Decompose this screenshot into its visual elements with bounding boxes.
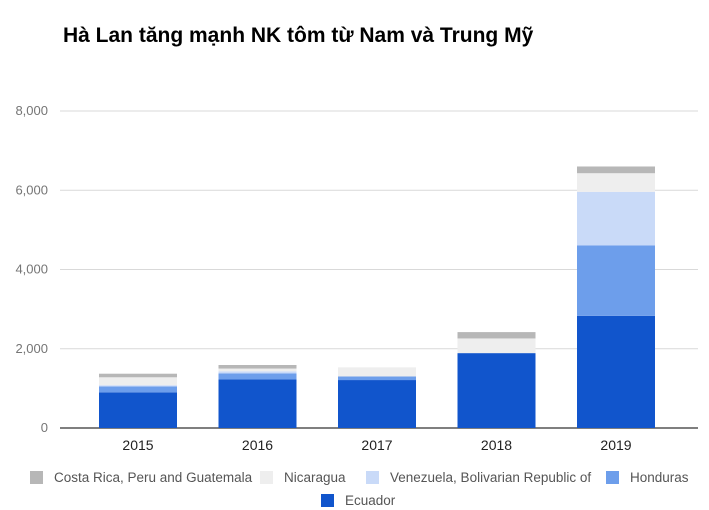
bar-segment-costa-rica-peru-and-guatemala xyxy=(218,364,297,369)
y-tick-label: 4,000 xyxy=(15,262,48,277)
bar-segment-nicaragua xyxy=(218,368,297,372)
legend-label: Ecuador xyxy=(345,493,396,508)
bar-segment-ecuador xyxy=(457,353,536,428)
y-tick-label: 8,000 xyxy=(15,103,48,118)
x-tick-label: 2017 xyxy=(361,437,392,453)
bar-segment-costa-rica-peru-and-guatemala xyxy=(457,332,536,339)
bars xyxy=(99,166,655,428)
y-tick-label: 0 xyxy=(41,420,48,435)
x-axis-ticks: 2015 2016 2017 2018 2019 xyxy=(122,437,631,453)
bar-segment-honduras xyxy=(218,373,297,380)
legend-label: Costa Rica, Peru and Guatemala xyxy=(54,470,253,485)
legend-item-honduras: Honduras xyxy=(606,470,689,485)
legend-swatch xyxy=(260,471,273,484)
bar-segment-ecuador xyxy=(577,315,655,428)
bar-segment-ecuador xyxy=(99,392,177,428)
legend-swatch xyxy=(366,471,379,484)
bar-segment-ecuador xyxy=(218,379,297,428)
bar-segment-costa-rica-peru-and-guatemala xyxy=(99,373,177,378)
bar-segment-honduras xyxy=(338,376,416,381)
legend-label: Honduras xyxy=(630,470,689,485)
bar-segment-nicaragua xyxy=(577,173,655,192)
bar-segment-nicaragua xyxy=(457,338,536,354)
chart-title: Hà Lan tăng mạnh NK tôm từ Nam và Trung … xyxy=(63,24,534,47)
bar-segment-nicaragua xyxy=(338,367,416,377)
bar-segment-ecuador xyxy=(338,380,416,428)
legend-item-costa-rica: Costa Rica, Peru and Guatemala xyxy=(30,470,252,485)
legend-item-venezuela: Venezuela, Bolivarian Republic of xyxy=(366,470,591,485)
bar-segment-costa-rica-peru-and-guatemala xyxy=(577,166,655,174)
bar-segment-honduras xyxy=(99,386,177,393)
y-axis-ticks: 0 2,000 4,000 6,000 8,000 xyxy=(15,103,48,435)
legend-item-ecuador: Ecuador xyxy=(321,493,395,508)
legend-label: Nicaragua xyxy=(284,470,346,485)
legend-swatch xyxy=(30,471,43,484)
x-tick-label: 2015 xyxy=(122,437,153,453)
x-tick-label: 2018 xyxy=(481,437,512,453)
bar-segment-venezuela-bolivarian-republic-of xyxy=(99,385,177,387)
bar-segment-nicaragua xyxy=(99,377,177,386)
y-tick-label: 6,000 xyxy=(15,182,48,197)
legend-item-nicaragua: Nicaragua xyxy=(260,470,346,485)
bar-segment-venezuela-bolivarian-republic-of xyxy=(218,371,297,374)
y-tick-label: 2,000 xyxy=(15,341,48,356)
bar-segment-honduras xyxy=(577,245,655,316)
x-tick-label: 2019 xyxy=(600,437,631,453)
legend-swatch xyxy=(321,494,334,507)
legend-swatch xyxy=(606,471,619,484)
x-tick-label: 2016 xyxy=(242,437,273,453)
legend-label: Venezuela, Bolivarian Republic of xyxy=(390,470,592,485)
bar-segment-venezuela-bolivarian-republic-of xyxy=(577,191,655,246)
